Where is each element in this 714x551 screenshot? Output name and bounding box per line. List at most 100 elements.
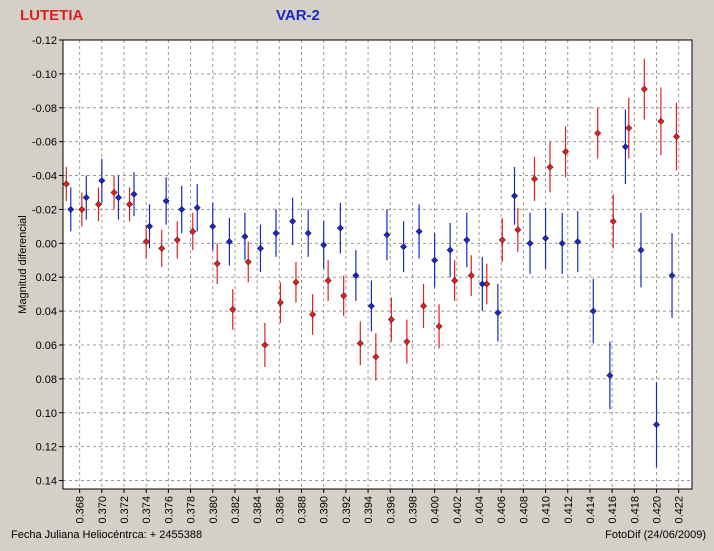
data-point — [67, 205, 75, 213]
data-point — [178, 205, 186, 213]
y-tick-label: 0.04 — [36, 306, 57, 318]
software-caption: FotoDif (24/06/2009) — [605, 529, 706, 541]
data-point — [256, 244, 265, 252]
x-tick-label: 0.382 — [230, 496, 242, 524]
data-point — [672, 133, 681, 141]
data-point — [110, 188, 118, 197]
data-point — [78, 205, 86, 213]
data-point — [574, 238, 582, 246]
data-point — [209, 222, 217, 230]
data-point — [356, 339, 364, 347]
data-point — [419, 302, 428, 310]
data-point — [82, 194, 90, 202]
data-point — [594, 129, 602, 137]
x-tick-label: 0.392 — [341, 496, 353, 524]
plot-frame — [62, 39, 693, 490]
x-tick-label: 0.402 — [452, 496, 464, 524]
data-point — [546, 163, 554, 171]
data-point — [668, 271, 676, 280]
data-point — [400, 243, 408, 251]
data-point — [289, 217, 297, 225]
data-point — [193, 204, 201, 212]
x-tick-label: 0.390 — [319, 496, 331, 524]
data-point — [272, 229, 280, 237]
x-tick-label: 0.422 — [674, 496, 686, 524]
y-tick-label: 0.00 — [36, 238, 57, 250]
x-tick-label: 0.400 — [430, 496, 442, 524]
data-point — [478, 280, 486, 288]
x-tick-label: 0.420 — [652, 496, 664, 524]
data-point — [372, 353, 380, 361]
data-point — [367, 302, 375, 310]
data-point — [276, 299, 284, 307]
x-tick-label: 0.376 — [163, 496, 175, 524]
data-point — [126, 200, 134, 208]
y-tick-label: 0.10 — [36, 408, 57, 420]
data-point — [130, 190, 138, 198]
x-tick-label: 0.412 — [563, 496, 575, 524]
y-tick-label: 0.06 — [36, 340, 57, 352]
julian-date-caption: Fecha Juliana Heliocéntrca: + 2455388 — [11, 529, 203, 541]
x-tick-label: 0.374 — [141, 496, 153, 524]
x-tick-label: 0.396 — [385, 496, 397, 524]
x-tick-label: 0.418 — [629, 496, 641, 524]
y-tick-label: -0.08 — [32, 103, 57, 115]
data-points — [62, 85, 681, 429]
data-point — [446, 246, 454, 254]
data-point — [261, 341, 269, 349]
x-tick-label: 0.408 — [518, 496, 530, 524]
data-point — [189, 227, 197, 236]
data-point — [114, 194, 123, 202]
y-axis-label: Magnitud diferencial — [17, 215, 29, 313]
data-point — [494, 309, 502, 317]
x-tick-label: 0.384 — [252, 496, 264, 524]
data-point — [589, 307, 597, 315]
data-point — [324, 277, 332, 285]
x-tick-label: 0.398 — [407, 496, 419, 524]
data-point — [387, 316, 395, 324]
data-point — [542, 234, 550, 242]
data-point — [173, 236, 181, 244]
data-point — [94, 200, 103, 208]
data-point — [142, 238, 150, 246]
data-point — [640, 85, 648, 93]
data-point — [340, 292, 348, 300]
y-tick-label: 0.08 — [36, 374, 57, 386]
data-point — [530, 175, 539, 183]
y-tick-label: -0.12 — [32, 35, 57, 47]
data-point — [652, 421, 661, 429]
data-point — [415, 227, 423, 236]
y-tick-label: 0.12 — [36, 442, 57, 454]
data-point — [526, 239, 534, 247]
x-tick-label: 0.370 — [97, 496, 109, 524]
x-tick-label: 0.406 — [496, 496, 508, 524]
x-tick-label: 0.388 — [297, 496, 309, 524]
data-point — [145, 222, 154, 230]
data-point — [292, 278, 300, 286]
data-point — [606, 371, 614, 380]
data-point — [609, 217, 617, 225]
y-tick-label: -0.02 — [32, 204, 57, 216]
x-tick-label: 0.414 — [585, 496, 597, 524]
x-tick-label: 0.378 — [186, 496, 198, 524]
data-point — [241, 232, 249, 241]
data-point — [621, 143, 629, 151]
grid-lines — [63, 39, 692, 489]
y-tick-label: -0.10 — [32, 69, 57, 81]
y-tick-label: 0.02 — [36, 272, 57, 284]
data-point — [510, 192, 519, 200]
y-tick-label: -0.06 — [32, 137, 57, 149]
x-tick-label: 0.372 — [119, 496, 131, 524]
x-tick-label: 0.394 — [363, 496, 375, 524]
x-tick-label: 0.416 — [607, 496, 619, 524]
data-point — [637, 246, 645, 254]
x-tick-label: 0.386 — [274, 496, 286, 524]
data-point — [309, 310, 317, 319]
plot-area — [63, 40, 692, 489]
data-point — [625, 124, 633, 132]
data-point — [98, 177, 106, 185]
data-point — [244, 258, 252, 266]
data-point — [158, 244, 166, 252]
data-point — [435, 322, 443, 330]
